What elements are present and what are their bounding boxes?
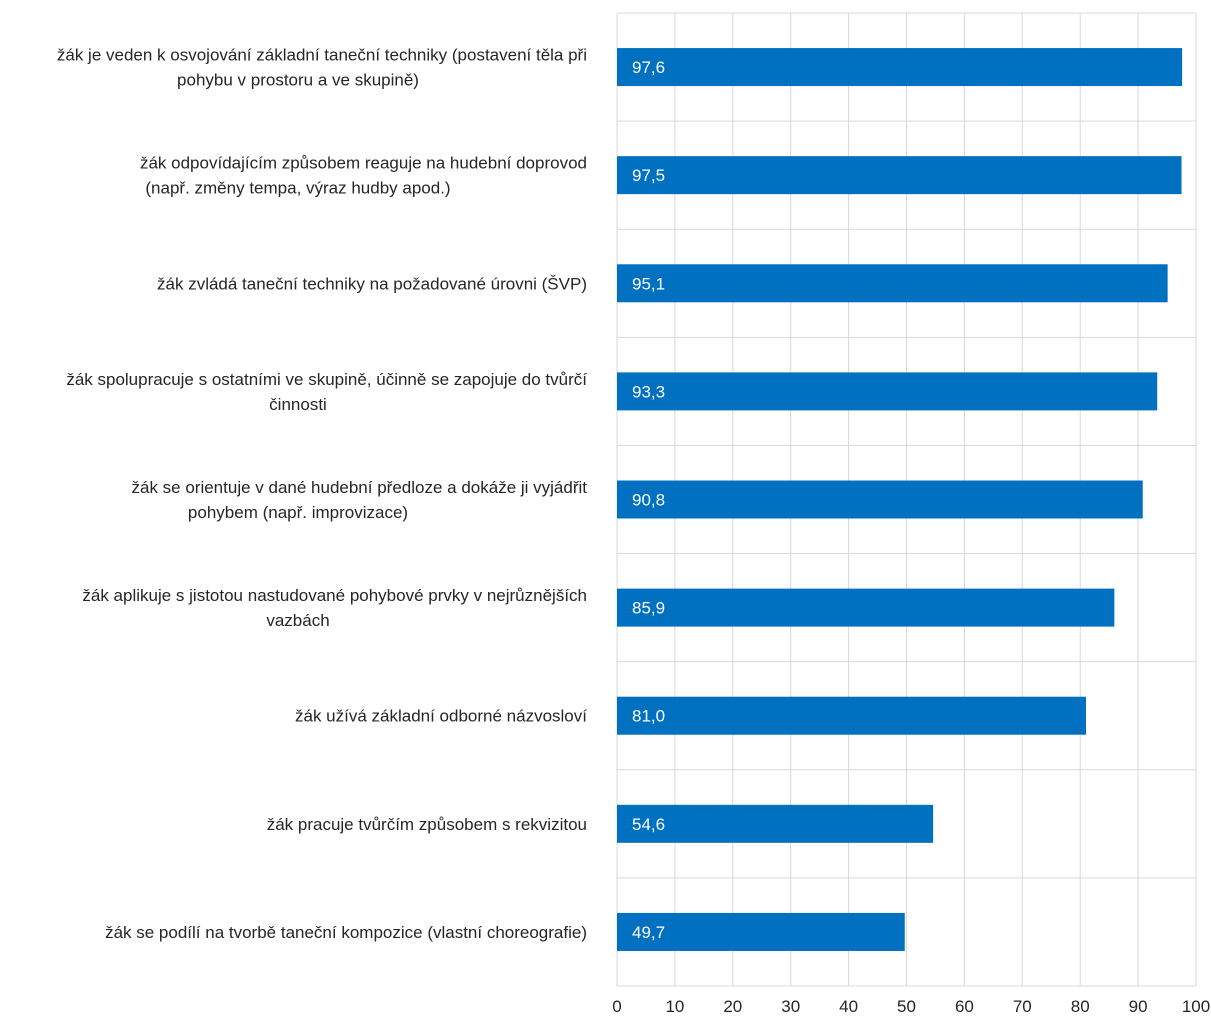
data-label: 81,0 <box>632 707 665 726</box>
category-label: žák pracuje tvůrčím způsobem s rekvizito… <box>267 815 587 834</box>
x-tick-label: 20 <box>723 997 742 1016</box>
x-tick-label: 60 <box>955 997 974 1016</box>
category-label: (např. změny tempa, výraz hudby apod.) <box>145 179 450 198</box>
x-tick-label: 100 <box>1182 997 1210 1016</box>
x-tick-label: 50 <box>897 997 916 1016</box>
category-label: pohybem (např. improvizace) <box>188 503 408 522</box>
bar <box>617 588 1115 627</box>
bar <box>617 156 1182 195</box>
category-label: žák se podílí na tvorbě taneční kompozic… <box>105 923 587 942</box>
category-label: pohybu v prostoru a ve skupině) <box>177 71 419 90</box>
data-label: 93,3 <box>632 382 665 401</box>
bar <box>617 696 1086 735</box>
category-label: činnosti <box>269 395 327 414</box>
x-tick-label: 40 <box>839 997 858 1016</box>
data-label: 90,8 <box>632 491 665 510</box>
bar <box>617 480 1143 519</box>
category-label: žák spolupracuje s ostatními ve skupině,… <box>66 370 587 389</box>
data-label: 85,9 <box>632 599 665 618</box>
x-tick-label: 70 <box>1013 997 1032 1016</box>
category-label: vazbách <box>266 611 329 630</box>
category-label: žák zvládá taneční techniky na požadovan… <box>157 274 587 293</box>
data-label: 95,1 <box>632 274 665 293</box>
x-tick-label: 30 <box>781 997 800 1016</box>
bar <box>617 912 905 951</box>
bar <box>617 372 1158 411</box>
x-tick-label: 10 <box>665 997 684 1016</box>
x-tick-label: 80 <box>1071 997 1090 1016</box>
category-label: žák je veden k osvojování základní taneč… <box>57 46 587 65</box>
bar <box>617 48 1183 87</box>
category-label: žák aplikuje s jistotou nastudované pohy… <box>82 586 587 605</box>
data-label: 97,5 <box>632 166 665 185</box>
category-labels: žák je veden k osvojování základní taneč… <box>57 46 587 942</box>
x-axis-tick-labels: 0 10 20 30 40 50 60 70 80 90 100 <box>612 997 1210 1016</box>
category-label: žák se orientuje v dané hudební předloze… <box>131 478 587 497</box>
category-label: žák odpovídajícím způsobem reaguje na hu… <box>140 154 587 173</box>
x-tick-label: 90 <box>1129 997 1148 1016</box>
bar <box>617 264 1168 303</box>
bar <box>617 804 934 843</box>
bars: 97,6 97,5 95,1 93,3 90,8 85,9 81,0 54,6 49,7 <box>617 48 1183 951</box>
data-label: 54,6 <box>632 815 665 834</box>
data-label: 49,7 <box>632 923 665 942</box>
x-tick-label: 0 <box>612 997 621 1016</box>
category-label: žák užívá základní odborné názvosloví <box>295 707 587 726</box>
data-label: 97,6 <box>632 58 665 77</box>
